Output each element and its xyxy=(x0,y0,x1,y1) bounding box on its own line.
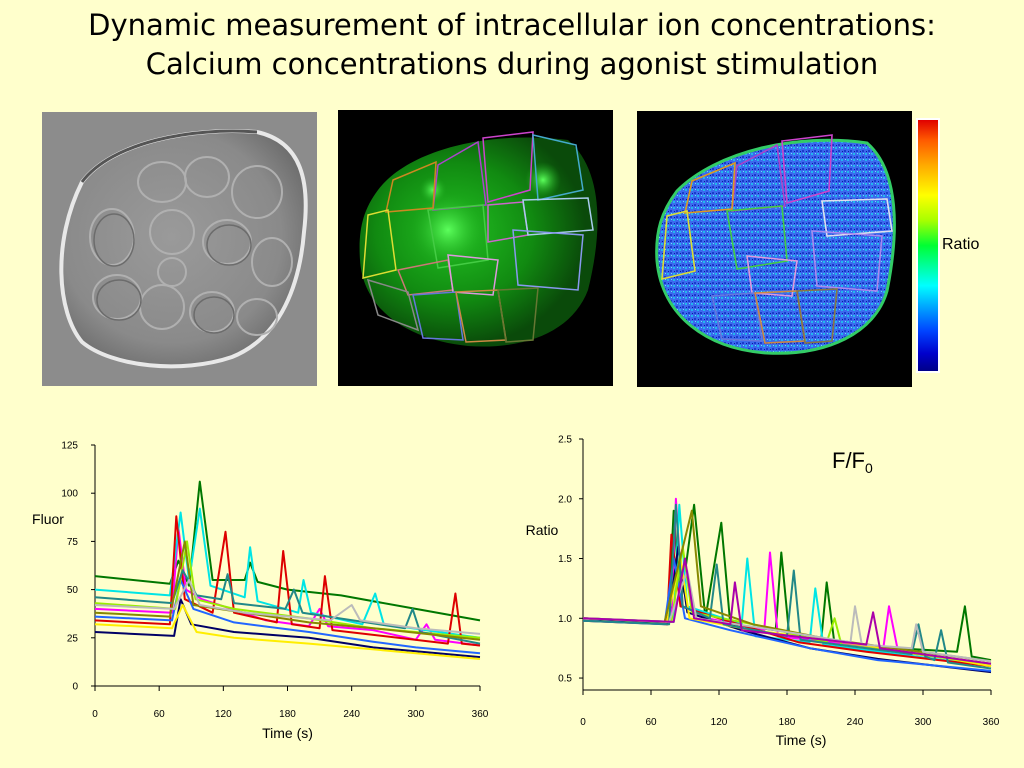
colorbar-label: Ratio xyxy=(942,236,980,253)
ratio-series-line xyxy=(582,569,992,663)
ratio-y-axis-label: Ratio xyxy=(526,522,559,538)
ratio-series-line xyxy=(582,503,992,670)
fluorescence-image xyxy=(338,110,613,386)
ratio-y-tick-label: 1.0 xyxy=(558,614,572,625)
ratio-x-tick-label: 0 xyxy=(580,717,586,728)
dic-micrograph xyxy=(42,112,317,386)
ratio-y-tick-label: 2.0 xyxy=(558,494,572,505)
fluor-x-tick-label: 0 xyxy=(92,709,98,720)
fluor-y-tick-label: 50 xyxy=(67,585,79,596)
ratio-annotation: F/F0 xyxy=(832,448,873,476)
title-line-2: Calcium concentrations during agonist st… xyxy=(145,47,879,81)
fluor-x-tick-label: 120 xyxy=(215,709,232,720)
fluor-series-line xyxy=(94,515,481,647)
fluor-x-tick-label: 300 xyxy=(407,709,424,720)
fluor-y-tick-label: 100 xyxy=(61,489,78,500)
ratio-series-line xyxy=(582,533,992,668)
ratio-image xyxy=(637,111,912,387)
ratio-x-tick-label: 240 xyxy=(847,717,864,728)
ratio-image-graphic xyxy=(637,111,912,387)
fluor-y-tick-label: 0 xyxy=(72,682,78,693)
title-line-1: Dynamic measurement of intracellular ion… xyxy=(88,8,936,42)
fluor-series-line xyxy=(94,579,481,635)
ratio-x-tick-label: 60 xyxy=(645,717,657,728)
ratio-y-tick-label: 2.5 xyxy=(558,435,572,446)
ratio-y-tick-label: 1.5 xyxy=(558,554,572,565)
fluor-y-tick-label: 75 xyxy=(67,537,79,548)
ratio-x-tick-label: 300 xyxy=(915,717,932,728)
fluor-y-tick-label: 125 xyxy=(61,441,78,452)
slide-title: Dynamic measurement of intracellular ion… xyxy=(0,6,1024,84)
fluor-y-tick-label: 25 xyxy=(67,633,79,644)
ratio-y-tick-label: 0.5 xyxy=(558,674,572,685)
ratio-x-tick-label: 360 xyxy=(983,717,1000,728)
fluor-series-line xyxy=(94,598,481,659)
ratio-x-axis-label: Time (s) xyxy=(776,732,827,748)
fluor-series-line xyxy=(94,604,481,660)
fluor-series-line xyxy=(94,569,481,645)
fluor-series-line xyxy=(94,480,481,622)
ratio-series-line xyxy=(582,503,992,668)
fluor-x-tick-label: 240 xyxy=(343,709,360,720)
fluor-x-tick-label: 60 xyxy=(154,709,166,720)
fluor-x-tick-label: 180 xyxy=(279,709,296,720)
colorbar xyxy=(916,118,940,373)
fluor-series-line xyxy=(94,526,481,647)
fluor-x-axis-label: Time (s) xyxy=(262,725,313,741)
ratio-x-tick-label: 120 xyxy=(711,717,728,728)
dic-micrograph-graphic xyxy=(42,112,317,386)
ratio-x-tick-label: 180 xyxy=(779,717,796,728)
fluor-y-axis-label: Fluor xyxy=(32,511,64,527)
fluor-x-tick-label: 360 xyxy=(472,709,489,720)
fluorescence-image-graphic xyxy=(338,110,613,386)
ratio-series-line xyxy=(582,557,992,665)
